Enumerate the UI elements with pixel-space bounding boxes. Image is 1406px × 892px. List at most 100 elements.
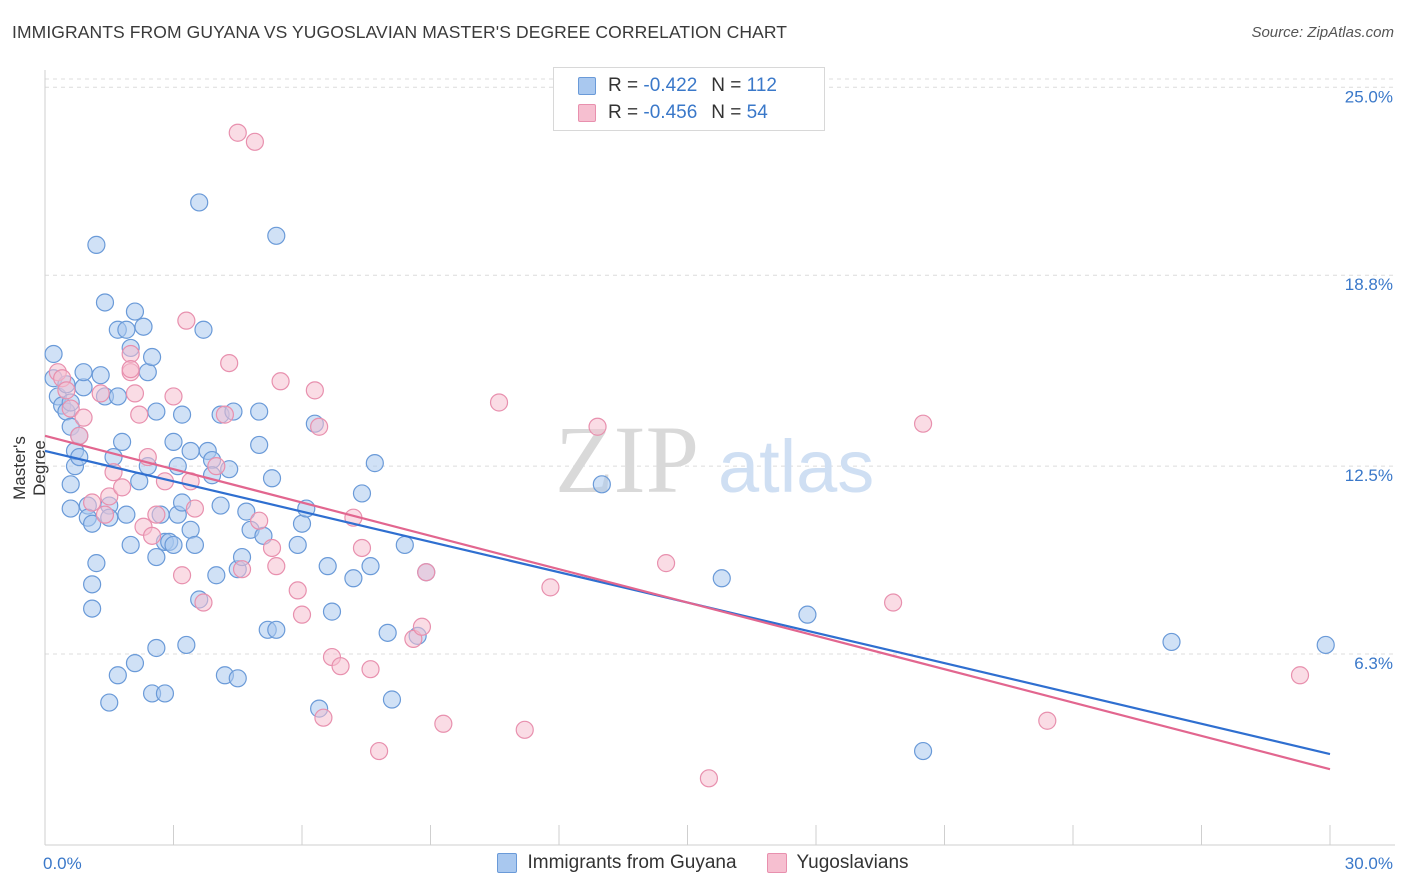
point-yugoslavians[interactable] (112, 478, 132, 497)
point-guyana[interactable] (142, 347, 162, 367)
point-yugoslavians[interactable] (121, 360, 140, 379)
point-guyana[interactable] (288, 535, 307, 555)
point-guyana[interactable] (352, 484, 372, 503)
point-yugoslavians[interactable] (305, 381, 324, 400)
point-guyana[interactable] (322, 602, 342, 621)
point-guyana[interactable] (61, 475, 80, 494)
point-guyana[interactable] (100, 693, 119, 712)
point-guyana[interactable] (913, 741, 933, 761)
point-guyana[interactable] (61, 499, 80, 518)
point-guyana[interactable] (181, 520, 200, 539)
point-yugoslavians[interactable] (177, 311, 196, 330)
point-yugoslavians[interactable] (370, 741, 389, 761)
point-yugoslavians[interactable] (314, 708, 333, 727)
point-guyana[interactable] (112, 432, 132, 451)
point-guyana[interactable] (172, 405, 192, 424)
point-guyana[interactable] (250, 402, 269, 421)
point-yugoslavians[interactable] (228, 123, 247, 142)
point-guyana[interactable] (117, 320, 136, 339)
point-guyana[interactable] (361, 557, 380, 576)
point-guyana[interactable] (83, 514, 102, 533)
point-guyana[interactable] (147, 402, 166, 421)
point-guyana[interactable] (147, 547, 166, 567)
point-guyana[interactable] (228, 669, 247, 688)
point-guyana[interactable] (798, 605, 817, 624)
point-guyana[interactable] (155, 684, 175, 703)
point-guyana[interactable] (267, 620, 286, 639)
point-yugoslavians[interactable] (1038, 711, 1057, 730)
point-yugoslavians[interactable] (100, 487, 119, 506)
point-yugoslavians[interactable] (121, 344, 140, 364)
point-guyana[interactable] (177, 635, 196, 655)
point-guyana[interactable] (164, 432, 183, 451)
point-yugoslavians[interactable] (288, 581, 307, 600)
point-yugoslavians[interactable] (699, 769, 719, 788)
point-guyana[interactable] (108, 666, 127, 685)
point-yugoslavians[interactable] (434, 714, 453, 733)
point-yugoslavians[interactable] (883, 593, 903, 612)
point-guyana[interactable] (74, 378, 93, 397)
point-guyana[interactable] (712, 569, 731, 588)
point-yugoslavians[interactable] (310, 417, 329, 436)
point-yugoslavians[interactable] (83, 493, 102, 512)
point-yugoslavians[interactable] (656, 554, 676, 573)
point-guyana[interactable] (87, 554, 106, 573)
point-guyana[interactable] (262, 469, 282, 488)
point-yugoslavians[interactable] (489, 393, 509, 412)
point-yugoslavians[interactable] (164, 387, 183, 406)
point-guyana[interactable] (44, 344, 63, 364)
point-yugoslavians[interactable] (57, 381, 76, 400)
point-guyana[interactable] (185, 535, 205, 555)
point-guyana[interactable] (207, 566, 226, 585)
point-guyana[interactable] (382, 690, 402, 709)
point-guyana[interactable] (592, 475, 611, 494)
point-guyana[interactable] (125, 302, 145, 321)
point-yugoslavians[interactable] (541, 578, 560, 597)
point-guyana[interactable] (250, 435, 269, 455)
point-guyana[interactable] (1316, 635, 1335, 655)
point-yugoslavians[interactable] (232, 560, 252, 579)
point-guyana[interactable] (121, 535, 140, 555)
point-yugoslavians[interactable] (220, 353, 239, 373)
point-yugoslavians[interactable] (331, 657, 350, 676)
point-yugoslavians[interactable] (515, 720, 534, 739)
point-guyana[interactable] (74, 363, 93, 382)
point-yugoslavians[interactable] (352, 538, 372, 558)
point-yugoslavians[interactable] (267, 557, 286, 576)
point-guyana[interactable] (181, 441, 200, 461)
point-yugoslavians[interactable] (130, 405, 149, 424)
legend-item-guyana[interactable]: Immigrants from Guyana (497, 852, 737, 874)
point-guyana[interactable] (134, 317, 153, 336)
point-guyana[interactable] (190, 193, 209, 212)
point-yugoslavians[interactable] (250, 511, 269, 530)
point-yugoslavians[interactable] (207, 457, 226, 476)
point-guyana[interactable] (138, 363, 157, 382)
point-yugoslavians[interactable] (147, 505, 166, 524)
legend-item-yugoslavians[interactable]: Yugoslavians (766, 852, 909, 874)
point-guyana[interactable] (164, 535, 183, 555)
point-yugoslavians[interactable] (194, 593, 213, 612)
point-yugoslavians[interactable] (417, 563, 436, 582)
point-guyana[interactable] (211, 496, 230, 515)
point-yugoslavians[interactable] (262, 538, 282, 558)
point-yugoslavians[interactable] (215, 405, 234, 424)
point-yugoslavians[interactable] (361, 660, 380, 679)
point-yugoslavians[interactable] (1290, 666, 1310, 685)
point-guyana[interactable] (91, 366, 110, 385)
point-yugoslavians[interactable] (913, 414, 933, 433)
point-yugoslavians[interactable] (185, 499, 205, 518)
point-yugoslavians[interactable] (74, 408, 93, 427)
point-yugoslavians[interactable] (70, 426, 89, 445)
point-guyana[interactable] (267, 226, 286, 245)
point-yugoslavians[interactable] (172, 566, 192, 585)
point-guyana[interactable] (344, 569, 363, 588)
point-yugoslavians[interactable] (292, 605, 312, 624)
point-guyana[interactable] (237, 502, 256, 521)
point-yugoslavians[interactable] (588, 417, 607, 436)
point-guyana[interactable] (95, 293, 115, 312)
point-guyana[interactable] (83, 575, 102, 594)
point-guyana[interactable] (1162, 632, 1181, 652)
point-yugoslavians[interactable] (245, 132, 264, 151)
point-guyana[interactable] (365, 454, 384, 473)
point-guyana[interactable] (87, 235, 106, 254)
